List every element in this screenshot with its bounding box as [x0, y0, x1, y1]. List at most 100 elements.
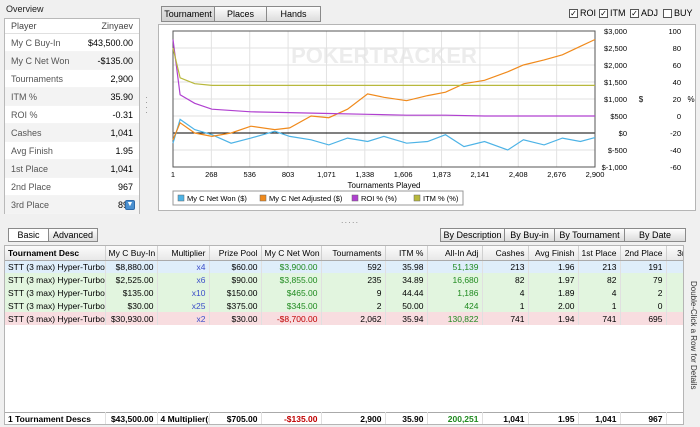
left-axis-tick-label: $1,000	[604, 95, 627, 104]
tab-advanced[interactable]: Advanced	[48, 228, 98, 242]
horizontal-splitter-handle[interactable]: ·····	[340, 218, 360, 227]
table-cell: 50.00	[385, 299, 428, 312]
table-cell: STT (3 max) Hyper-Turbo	[5, 312, 106, 325]
tab-by-tournament[interactable]: By Tournament	[554, 228, 625, 242]
column-header[interactable]: Tournaments	[321, 246, 386, 261]
x-axis-label: Tournaments Played	[348, 181, 421, 190]
right-axis-tick-label: 0	[677, 112, 681, 121]
table-row[interactable]: STT (3 max) Hyper-Turbo $2,525.00 x6 $90.00…	[5, 273, 683, 286]
table-cell: 1.96	[528, 260, 579, 273]
footer-cell: -$135.00	[261, 412, 322, 424]
left-axis-tick-label: $2,500	[604, 44, 627, 53]
tab-by-buy-in[interactable]: By Buy-in	[504, 228, 555, 242]
overview-row-label: My C Buy-In	[11, 37, 61, 48]
overview-row: ROI % -0.31	[5, 106, 139, 124]
column-header[interactable]: All-In Adj	[427, 246, 483, 261]
column-header[interactable]: Avg Finish	[528, 246, 579, 261]
table-cell: x2	[157, 312, 210, 325]
table-row[interactable]: STT (3 max) Hyper-Turbo $135.00 x10 $150.00…	[5, 286, 683, 299]
roi-checkbox-box[interactable]: ✓	[569, 8, 578, 18]
table-cell: $30.00	[209, 312, 262, 325]
column-header[interactable]: ITM %	[385, 246, 428, 261]
overview-row-value: 2,900	[110, 73, 133, 84]
checkbox-buy[interactable]: BUY	[663, 8, 693, 18]
right-axis-tick-label: -40	[670, 146, 681, 155]
overview-row: 3rd Place892	[5, 196, 139, 214]
column-header[interactable]: 3rd P	[666, 246, 683, 261]
table-cell: $150.00	[209, 286, 262, 299]
table-cell: $60.00	[209, 260, 262, 273]
tab-by-description[interactable]: By Description	[440, 228, 505, 242]
footer-cell: 200,251	[427, 412, 483, 424]
table-cell: 2	[620, 286, 667, 299]
results-chart: POKERTRACKER 1 268 536 803 1,071 1,338 1,606 1,8…	[158, 24, 696, 211]
checkbox-itm[interactable]: ✓ ITM	[599, 8, 626, 18]
footer-cell: 1.95	[528, 412, 579, 424]
overview-player-name: Zinyaev	[101, 21, 133, 31]
series-line	[172, 39, 595, 117]
column-header[interactable]: Tournament Desc	[5, 246, 106, 261]
column-header[interactable]: Cashes	[482, 246, 529, 261]
column-header[interactable]: My C Net Won	[261, 246, 322, 261]
chart-legend	[172, 190, 464, 206]
table-cell: 16,680	[427, 273, 483, 286]
x-tick-label: 1,606	[394, 170, 413, 179]
column-header[interactable]: 2nd Place	[620, 246, 667, 261]
table-cell: $375.00	[209, 299, 262, 312]
tab-places[interactable]: Places	[214, 6, 267, 22]
table-cell: 4	[578, 286, 621, 299]
tab-by-date[interactable]: By Date	[624, 228, 686, 242]
left-axis-tick-label: $0	[619, 129, 627, 138]
left-axis-tick-label: $2,000	[604, 61, 627, 70]
right-axis-tick-label: 100	[668, 27, 681, 36]
table-cell: $2,525.00	[105, 273, 158, 286]
left-axis-tick-label: $500	[610, 112, 627, 121]
overview-row-label: Tournaments	[11, 73, 64, 84]
table-row[interactable]: STT (3 max) Hyper-Turbo $30.00 x25 $375.00 $…	[5, 299, 683, 312]
table-cell: 34.89	[385, 273, 428, 286]
roi-checkbox-label: ROI	[580, 8, 597, 18]
table-row[interactable]: STT (3 max) Hyper-Turbo $30,930.00 x2 $30.0…	[5, 312, 683, 325]
overview-row-value: 35.90	[110, 91, 133, 102]
adj-checkbox-box[interactable]: ✓	[630, 8, 639, 18]
overview-row-label: 1st Place	[11, 163, 49, 174]
tab-basic[interactable]: Basic	[8, 228, 49, 242]
left-axis-tick-label: $1,500	[604, 78, 627, 87]
table-cell: $3,900.00	[261, 260, 322, 273]
footer-cell: $705.00	[209, 412, 262, 424]
table-cell: x10	[157, 286, 210, 299]
table-cell: 741	[578, 312, 621, 325]
legend-swatch	[177, 194, 185, 202]
table-cell: 1,186	[427, 286, 483, 299]
series-line	[172, 38, 596, 141]
table-cell: 592	[321, 260, 386, 273]
buy-checkbox-box[interactable]	[663, 8, 672, 18]
overview-scroll-down-icon[interactable]: ▼	[125, 200, 135, 210]
table-cell: 51,139	[427, 260, 483, 273]
table-cell: $3,855.00	[261, 273, 322, 286]
checkbox-roi[interactable]: ✓ ROI	[569, 8, 596, 18]
x-tick-label: 1	[171, 170, 175, 179]
vertical-splitter-handle[interactable]: · · · ·	[145, 93, 148, 117]
overview-row-value: 1.95	[115, 145, 133, 156]
right-axis-tick-label: -60	[670, 163, 681, 172]
table-row[interactable]: STT (3 max) Hyper-Turbo $8,880.00 x4 $60.00…	[5, 260, 683, 273]
table-cell: x25	[157, 299, 210, 312]
table-cell: STT (3 max) Hyper-Turbo	[5, 286, 106, 299]
overview-row-value: 1,041	[110, 127, 133, 138]
tab-tournament[interactable]: Tournament	[161, 6, 215, 22]
table-cell: 82	[482, 273, 529, 286]
right-axis-label: %	[687, 95, 694, 104]
itm-checkbox-box[interactable]: ✓	[599, 8, 608, 18]
x-tick-label: 1,071	[317, 170, 336, 179]
column-header[interactable]: Prize Pool	[209, 246, 262, 261]
checkbox-adj[interactable]: ✓ ADJ	[630, 8, 658, 18]
column-header[interactable]: My C Buy-In	[105, 246, 158, 261]
footer-cell: 1,041	[578, 412, 621, 424]
tab-hands[interactable]: Hands	[266, 6, 321, 22]
column-header[interactable]: 1st Place	[578, 246, 621, 261]
column-header[interactable]: Multiplier	[157, 246, 210, 261]
chart-watermark: POKERTRACKER	[291, 43, 477, 68]
buy-checkbox-label: BUY	[674, 8, 693, 18]
series-line	[172, 118, 596, 151]
